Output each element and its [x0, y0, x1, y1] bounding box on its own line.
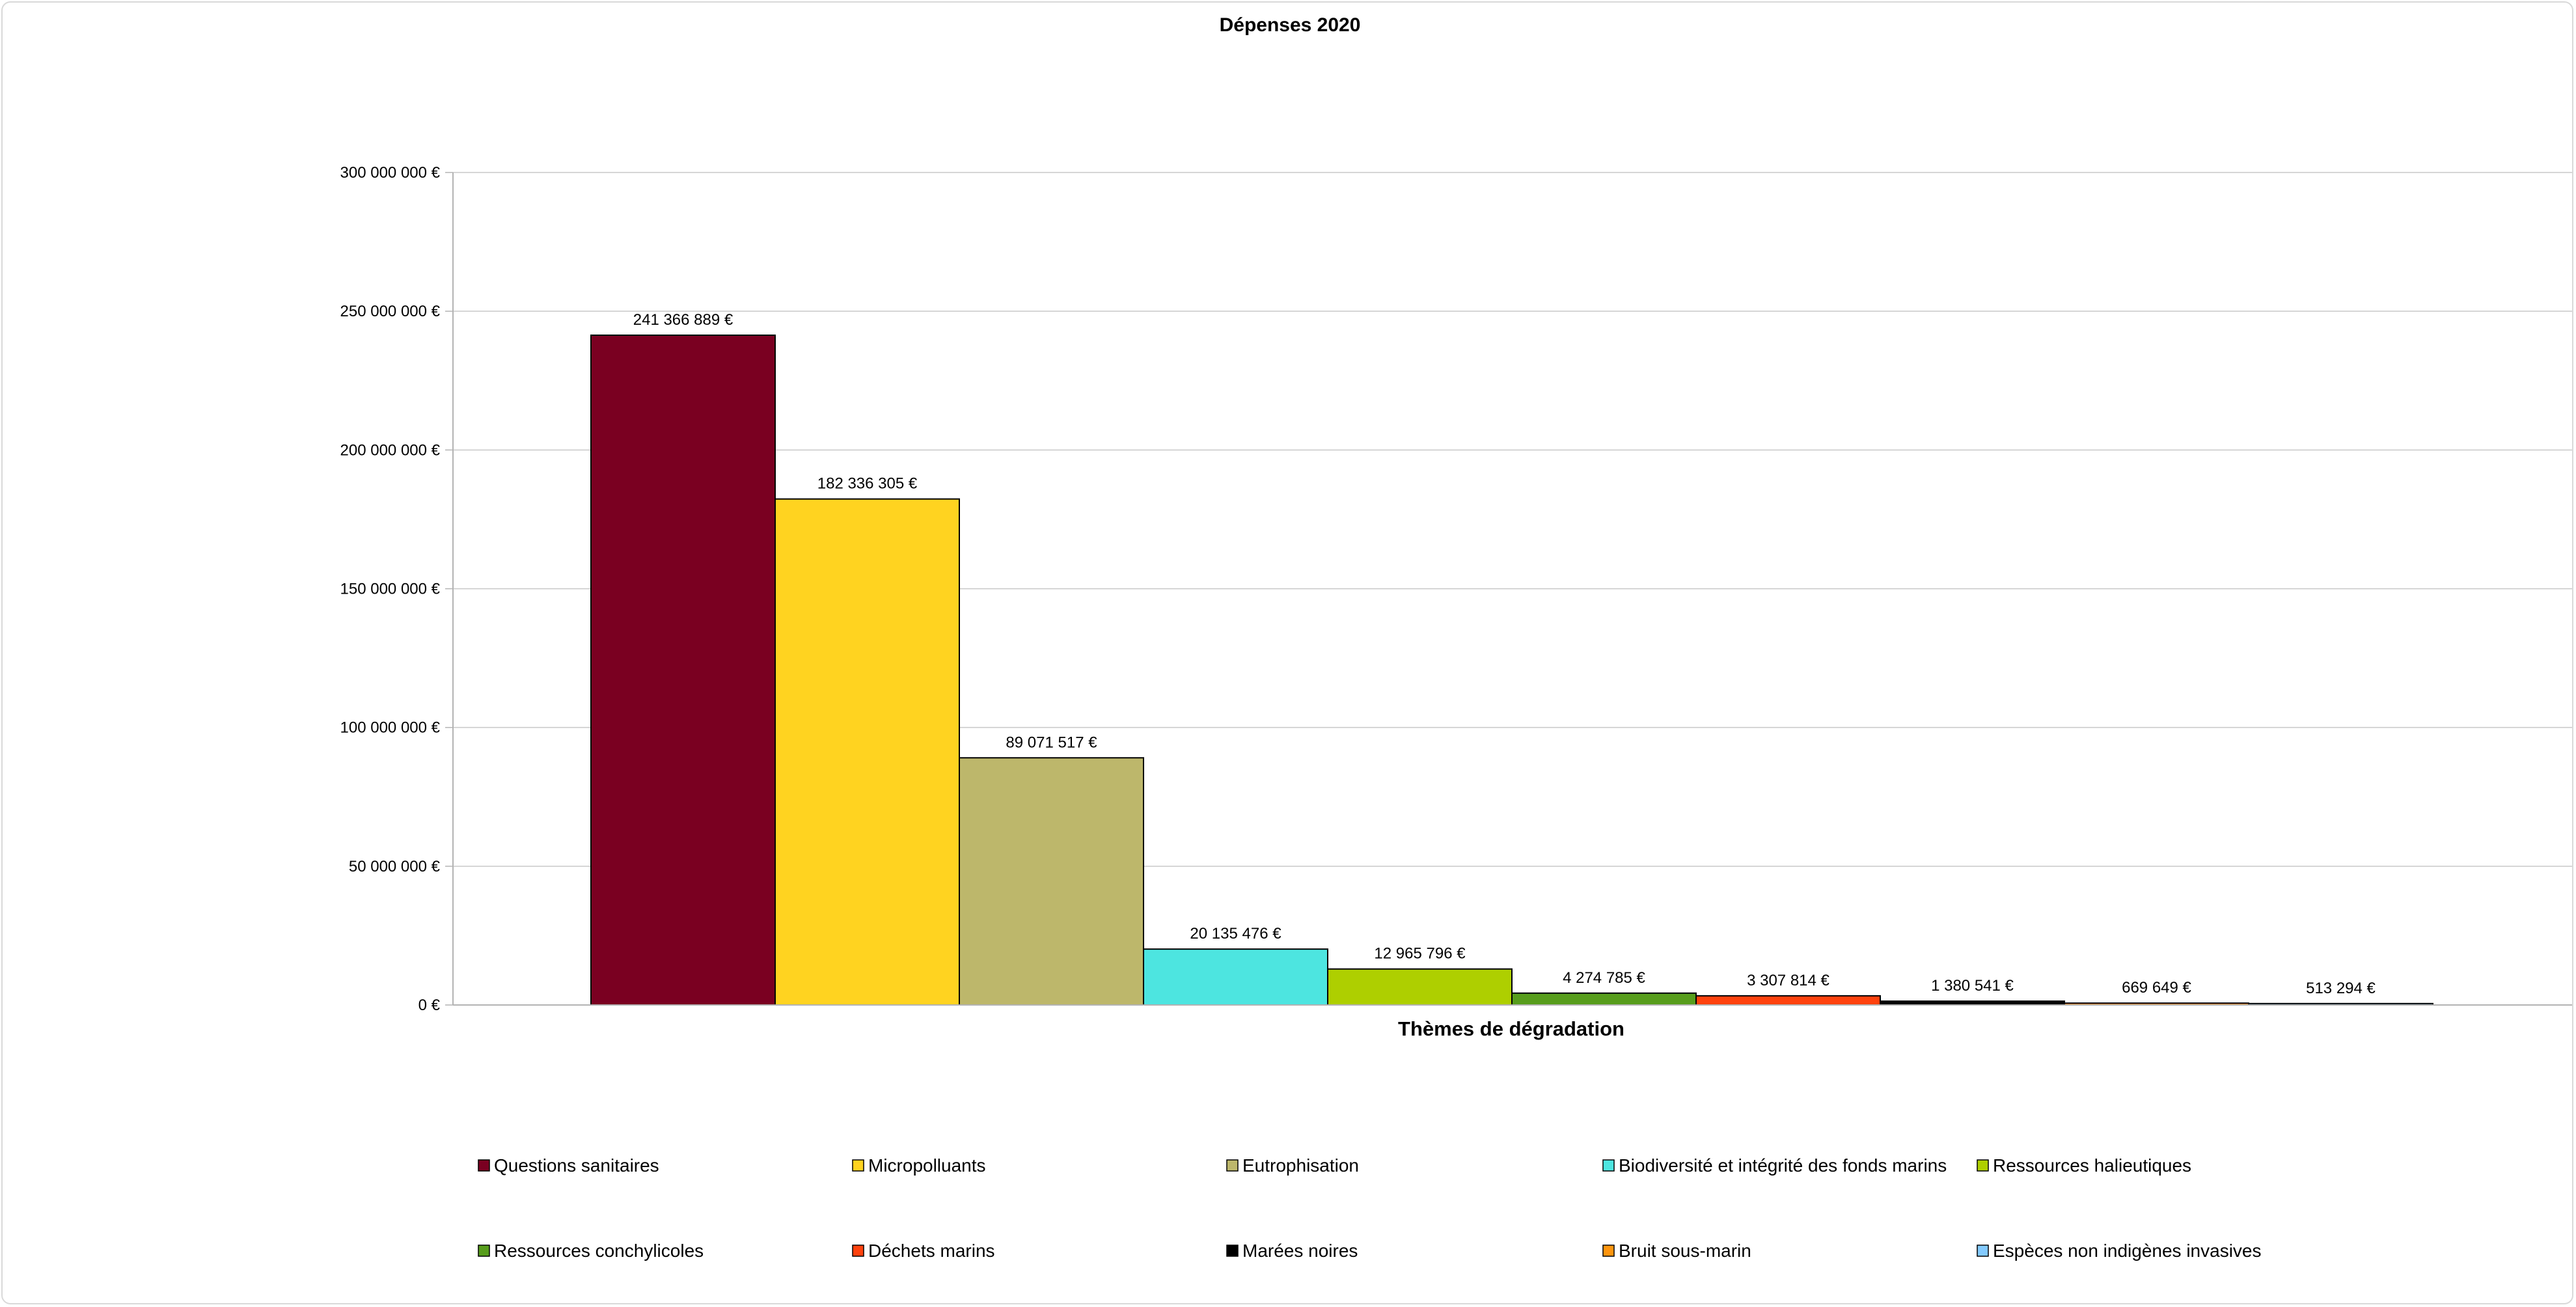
y-tick-label: 300 000 000 € [340, 164, 441, 182]
legend-item: Ressources halieutiques [1977, 1155, 2191, 1176]
x-axis-title: Thèmes de dégradation [1398, 1017, 1624, 1040]
legend-swatch [1977, 1245, 1989, 1257]
bar-1 [590, 334, 776, 1006]
legend-label: Ressources halieutiques [1993, 1155, 2191, 1176]
bars [590, 334, 2433, 1006]
data-label: 20 135 476 € [1190, 925, 1281, 942]
data-labels: 241 366 889 € 182 336 305 € 89 071 517 € 20… [633, 311, 2376, 997]
legend-swatch [1977, 1159, 1989, 1172]
data-label: 513 294 € [2306, 980, 2376, 997]
legend-swatch [1602, 1245, 1615, 1257]
y-tick-label: 50 000 000 € [349, 858, 441, 875]
legend-item: Eutrophisation [1226, 1155, 1359, 1176]
legend-swatch [478, 1245, 490, 1257]
legend-swatch [852, 1245, 864, 1257]
y-axis-ticks: 0 € 50 000 000 € 100 000 000 € 150 000 000 … [340, 164, 453, 1014]
legend-item: Questions sanitaires [478, 1155, 659, 1176]
legend-swatch [852, 1159, 864, 1172]
data-label: 12 965 796 € [1374, 945, 1466, 963]
data-label: 89 071 517 € [1006, 734, 1097, 751]
legend-label: Marées noires [1242, 1241, 1358, 1261]
bar-2 [774, 498, 960, 1006]
legend-swatch [1226, 1159, 1239, 1172]
axes [452, 172, 2572, 1006]
y-tick-label: 250 000 000 € [340, 303, 441, 320]
legend-item: Bruit sous-marin [1602, 1241, 1751, 1261]
bar-5 [1327, 968, 1513, 1006]
legend-item: Ressources conchylicoles [478, 1241, 704, 1261]
legend-item: Marées noires [1226, 1241, 1358, 1261]
legend-item: Biodiversité et intégrité des fonds mari… [1602, 1155, 1947, 1176]
legend-label: Espèces non indigènes invasives [1993, 1241, 2261, 1261]
legend-item: Déchets marins [852, 1241, 995, 1261]
legend-item: Micropolluants [852, 1155, 986, 1176]
y-tick-label: 200 000 000 € [340, 441, 441, 459]
y-tick-label: 100 000 000 € [340, 719, 441, 737]
bar-7 [1695, 995, 1881, 1006]
legend: Questions sanitaires Micropolluants Eutrop… [478, 1155, 2261, 1261]
chart-title: Dépenses 2020 [1220, 14, 1361, 36]
data-label: 3 307 814 € [1747, 972, 1829, 989]
legend-label: Bruit sous-marin [1619, 1241, 1751, 1261]
legend-label: Eutrophisation [1242, 1155, 1359, 1176]
bar-3 [959, 757, 1144, 1006]
legend-swatch [478, 1159, 490, 1172]
legend-label: Biodiversité et intégrité des fonds mari… [1619, 1155, 1947, 1176]
data-label: 182 336 305 € [817, 475, 918, 493]
data-label: 1 380 541 € [1931, 977, 2014, 995]
data-label: 241 366 889 € [633, 311, 733, 329]
legend-label: Déchets marins [868, 1241, 995, 1261]
legend-label: Ressources conchylicoles [494, 1241, 704, 1261]
legend-swatch [1602, 1159, 1615, 1172]
bar-4 [1143, 948, 1328, 1006]
legend-item: Espèces non indigènes invasives [1977, 1241, 2261, 1261]
y-tick-label: 150 000 000 € [340, 581, 441, 598]
y-tick-label: 0 € [418, 997, 441, 1014]
data-label: 669 649 € [2122, 979, 2191, 997]
data-label: 4 274 785 € [1563, 969, 1645, 987]
legend-label: Micropolluants [868, 1155, 986, 1176]
legend-label: Questions sanitaires [494, 1155, 659, 1176]
bar-6 [1511, 992, 1697, 1006]
bar-chart: Dépenses 2020 0 € 50 000 000 € 100 000 000… [340, 14, 2572, 1261]
legend-swatch [1226, 1245, 1239, 1257]
